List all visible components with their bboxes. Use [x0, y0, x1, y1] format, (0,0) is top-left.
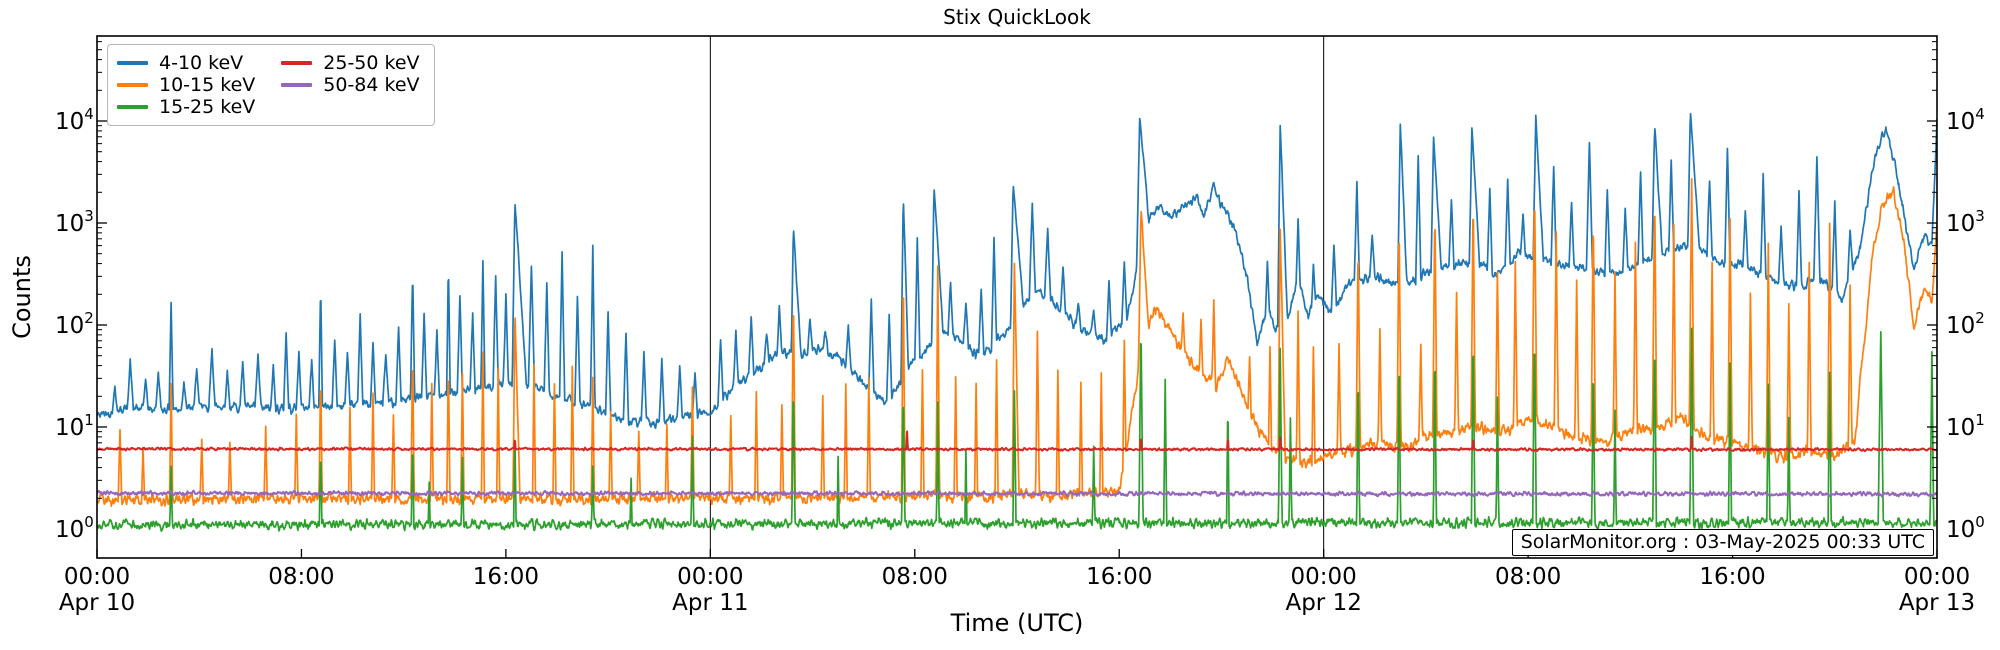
x-tick-label-time: 08:00	[1495, 564, 1561, 590]
x-tick-label-time: 08:00	[268, 564, 334, 590]
x-tick-label-time: 00:00	[1291, 564, 1357, 590]
legend-line-swatch	[117, 61, 148, 65]
y-tick-label-left: 104	[55, 105, 94, 135]
series-line-4-10-kev	[97, 112, 1937, 429]
y-tick-label-right: 100	[1946, 513, 1985, 543]
y-tick-label-right: 103	[1946, 207, 1985, 237]
legend-label: 25-50 keV	[323, 52, 420, 74]
legend-item-50-84-kev: 50-84 keV	[281, 74, 420, 96]
legend-label: 15-25 keV	[159, 96, 256, 118]
y-tick-label-left: 102	[55, 309, 94, 339]
legend-line-swatch	[281, 83, 313, 87]
plot-border	[96, 35, 1938, 559]
y-tick-label-right: 104	[1946, 105, 1985, 135]
legend: 4-10 keV 10-15 keV 15-25 keV 25-50 keV 50-84…	[107, 44, 435, 126]
x-tick-label-time: 08:00	[882, 564, 948, 590]
legend-line-swatch	[281, 61, 313, 65]
x-axis-label: Time (UTC)	[950, 609, 1084, 637]
x-tick-label-day: Apr 12	[1285, 590, 1361, 616]
legend-item-25-50-kev: 25-50 keV	[281, 52, 420, 74]
legend-line-swatch	[117, 105, 148, 109]
y-tick-label-left: 103	[55, 207, 94, 237]
legend-label: 10-15 keV	[159, 74, 256, 96]
legend-line-swatch	[117, 83, 148, 87]
x-tick-label-time: 00:00	[677, 564, 743, 590]
y-axis-label: Counts	[8, 255, 36, 339]
x-tick-label-time: 00:00	[64, 564, 130, 590]
x-tick-label-time: 16:00	[473, 564, 539, 590]
y-tick-label-left: 101	[55, 411, 94, 441]
series-line-25-50-kev	[97, 430, 1937, 453]
legend-item-10-15-kev: 10-15 keV	[117, 74, 255, 96]
legend-item-15-25-kev: 15-25 keV	[117, 96, 255, 118]
series-line-15-25-kev	[97, 327, 1937, 532]
x-tick-label-time: 16:00	[1086, 564, 1152, 590]
day-boundary-lines	[709, 36, 1325, 558]
chart-title: Stix QuickLook	[943, 5, 1091, 29]
legend-item-4-10-kev: 4-10 keV	[117, 52, 255, 74]
watermark: SolarMonitor.org : 03-May-2025 00:33 UTC	[1511, 529, 1934, 556]
x-tick-label-day: Apr 10	[59, 590, 135, 616]
x-tick-label-time: 00:00	[1904, 564, 1970, 590]
y-tick-label-right: 102	[1946, 309, 1985, 339]
x-tick-label-time: 16:00	[1699, 564, 1765, 590]
series-line-10-15-kev	[97, 178, 1937, 508]
x-tick-label-day: Apr 13	[1899, 590, 1975, 616]
y-tick-label-right: 101	[1946, 411, 1985, 441]
y-tick-label-left: 100	[55, 513, 94, 543]
legend-label: 4-10 keV	[159, 52, 244, 74]
series-line-50-84-kev	[97, 489, 1937, 498]
series-lines	[97, 112, 1937, 532]
axis-ticks	[96, 41, 1938, 558]
legend-label: 50-84 keV	[323, 74, 420, 96]
x-tick-label-day: Apr 11	[672, 590, 748, 616]
